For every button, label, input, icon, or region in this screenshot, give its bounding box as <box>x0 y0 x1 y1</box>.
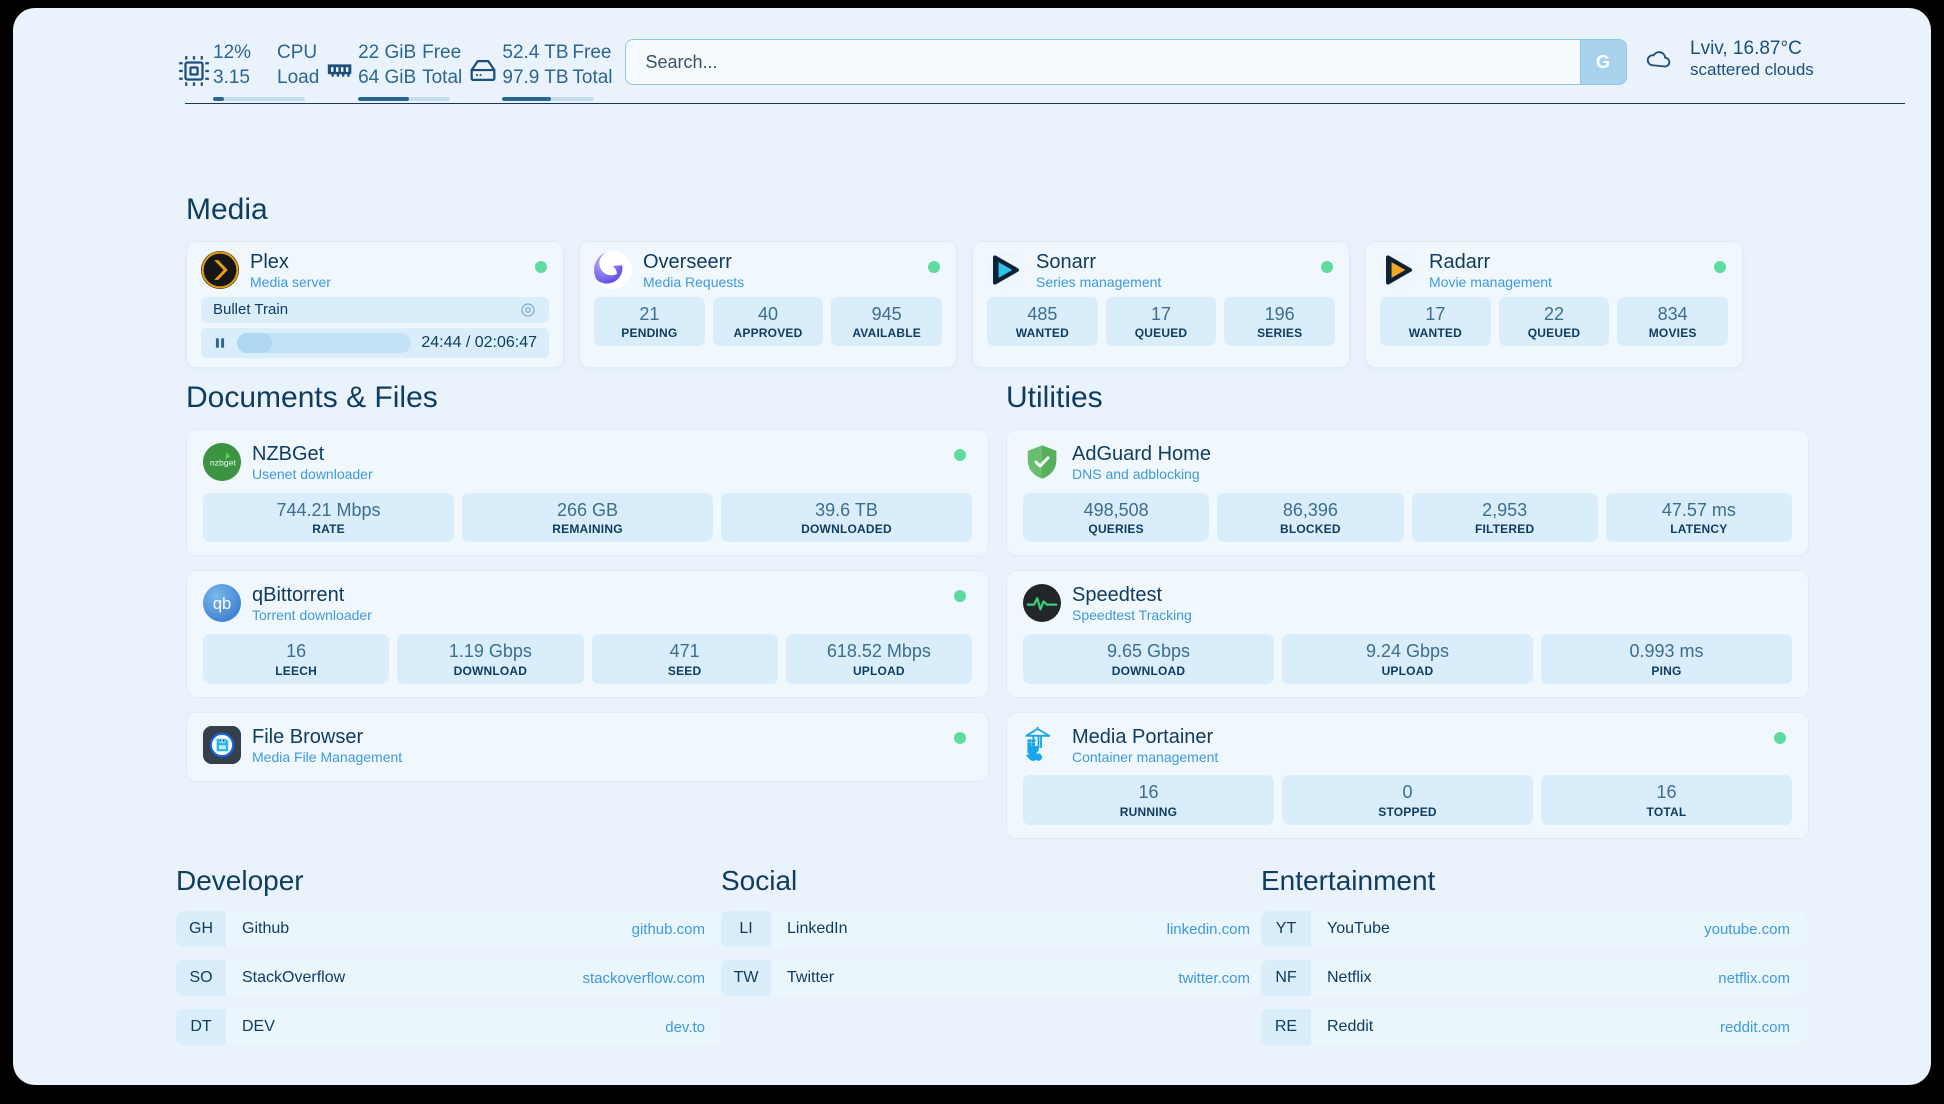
svg-text:nzbget: nzbget <box>210 458 237 468</box>
svg-text:qb: qb <box>213 594 231 613</box>
